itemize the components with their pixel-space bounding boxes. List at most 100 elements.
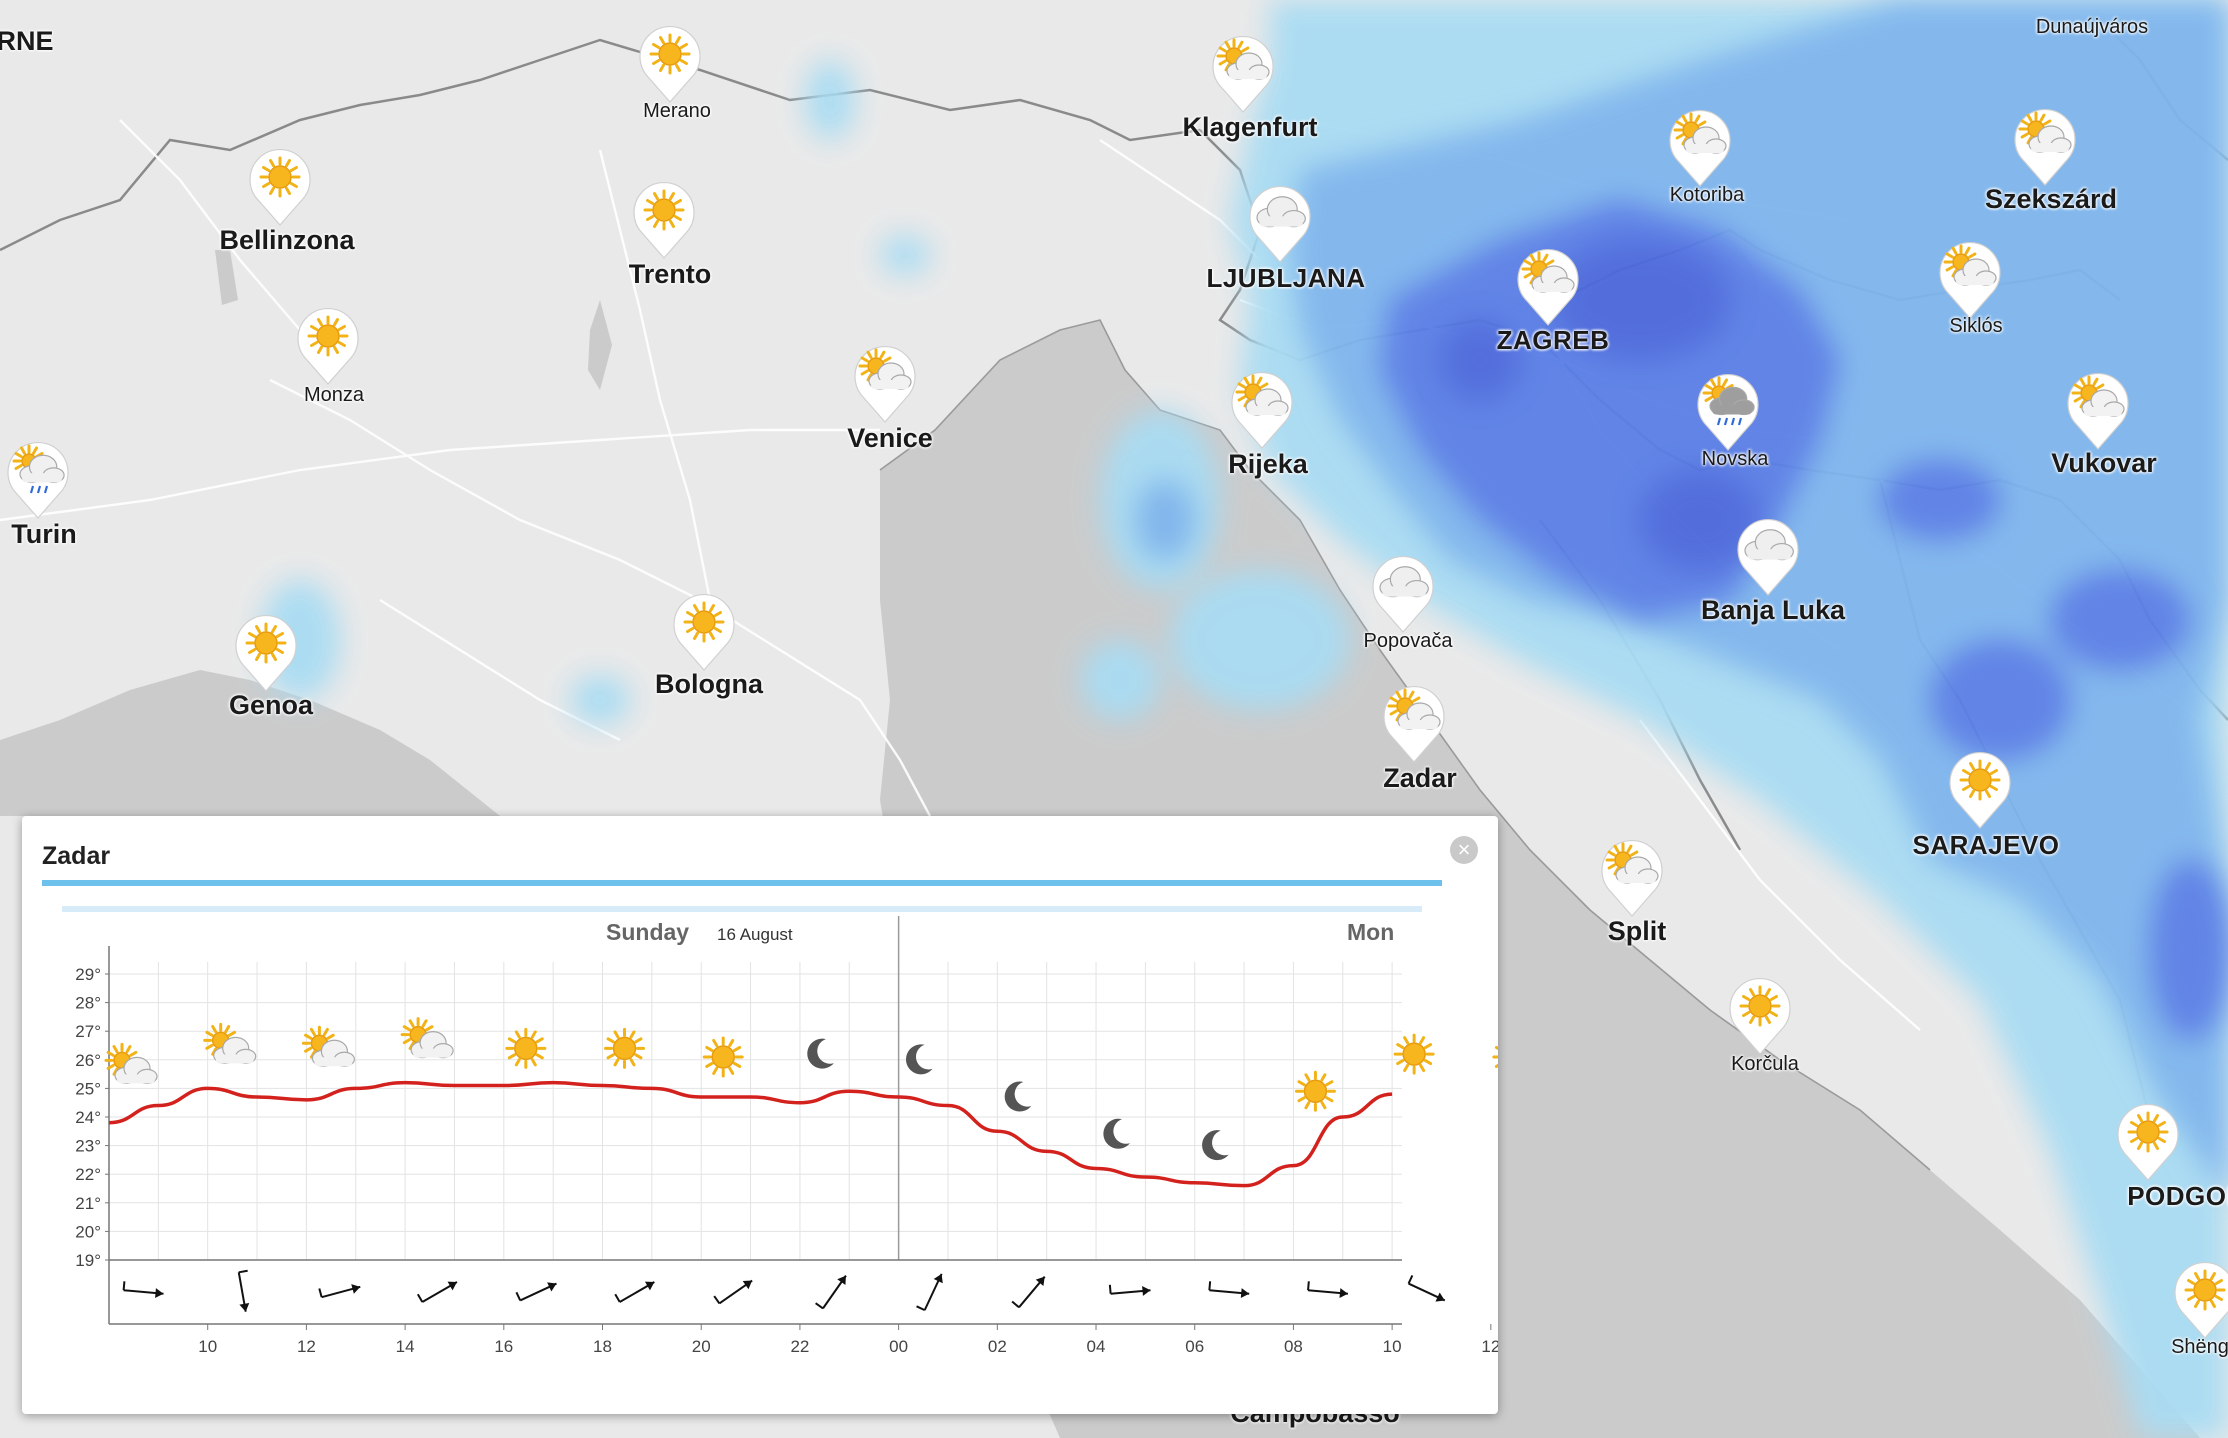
y-tick-label: 27° (75, 1022, 101, 1041)
city-marker[interactable] (1945, 746, 2015, 832)
city-label[interactable]: LJUBLJANA (1206, 263, 1366, 293)
sun-icon (673, 593, 735, 671)
city-marker[interactable] (1245, 180, 1315, 266)
city-marker[interactable] (245, 143, 315, 229)
close-button[interactable]: × (1450, 836, 1478, 864)
popup-city-title: Zadar (42, 842, 111, 870)
partly-cloudy-icon (1601, 839, 1663, 917)
city-label[interactable]: Bologna (655, 669, 763, 699)
y-tick-label: 28° (75, 994, 101, 1013)
city-label[interactable]: SARAJEVO (1912, 830, 2060, 860)
city-marker[interactable] (2010, 103, 2080, 189)
moon-icon (807, 1038, 834, 1069)
city-label[interactable]: Klagenfurt (1182, 112, 1318, 142)
city-marker[interactable] (1513, 243, 1583, 329)
city-label[interactable]: Popovača (1363, 630, 1453, 652)
temperature-line (108, 1080, 1393, 1188)
partly-cloudy-icon (203, 1022, 257, 1064)
partly-cloudy-icon (1669, 109, 1731, 187)
city-label[interactable]: Genoa (228, 690, 314, 720)
city-marker[interactable] (1368, 550, 1438, 636)
city-label[interactable]: Vukovar (2051, 448, 2157, 478)
city-marker[interactable] (2170, 1256, 2228, 1342)
y-tick-label: 21° (75, 1194, 101, 1213)
city-label[interactable]: Turin (11, 519, 77, 549)
city-label[interactable]: Monza (303, 384, 365, 406)
city-marker[interactable] (850, 340, 920, 426)
city-marker[interactable] (1597, 834, 1667, 920)
sun-icon (505, 1027, 547, 1069)
city-label[interactable]: Rijeka (1228, 449, 1308, 479)
wind-arrow-icon (416, 1281, 458, 1303)
city-marker[interactable] (3, 436, 73, 522)
city-marker[interactable] (1725, 972, 1795, 1058)
sun-icon (1393, 1033, 1435, 1075)
popup-title-underline (42, 880, 1442, 886)
sun-icon (639, 25, 701, 103)
city-label[interactable]: Novska (1701, 448, 1769, 470)
wind-arrow-icon (713, 1279, 753, 1305)
city-marker[interactable] (231, 609, 301, 695)
x-tick-label: 00 (889, 1337, 908, 1356)
sun-icon (2174, 1261, 2228, 1339)
city-label[interactable]: Zadar (1383, 763, 1457, 793)
partly-cloudy-icon (301, 1025, 356, 1067)
city-marker[interactable] (1208, 30, 1278, 116)
wind-arrow-icon (1108, 1284, 1151, 1296)
partly-cloudy-icon (104, 1042, 158, 1084)
city-marker[interactable] (1693, 368, 1763, 454)
cloud-icon (1249, 185, 1311, 263)
city-label[interactable]: RNE (0, 26, 54, 56)
city-label[interactable]: ZAGREB (1496, 325, 1610, 355)
city-marker[interactable] (1733, 513, 1803, 599)
city-marker[interactable] (669, 588, 739, 674)
x-tick-label: 08 (1284, 1337, 1303, 1356)
city-label[interactable]: Korčula (1731, 1053, 1799, 1075)
wind-arrow-icon (318, 1284, 361, 1299)
x-tick-label: 12 (297, 1337, 316, 1356)
wind-arrow-icon (1208, 1281, 1250, 1299)
city-marker[interactable] (2063, 367, 2133, 453)
partly-cloudy-icon (1231, 371, 1293, 449)
wind-arrow-icon (1407, 1274, 1446, 1302)
x-tick-label: 10 (198, 1337, 217, 1356)
city-marker[interactable] (2113, 1098, 2183, 1184)
y-tick-label: 24° (75, 1108, 101, 1127)
city-marker[interactable] (629, 176, 699, 262)
city-label[interactable]: Bellinzona (219, 225, 355, 255)
x-tick-label: 12 (1481, 1337, 1498, 1356)
partly-cloudy-icon (1383, 685, 1445, 763)
city-label[interactable]: Venice (847, 423, 933, 453)
y-tick-label: 23° (75, 1137, 101, 1156)
moon-icon (905, 1044, 933, 1075)
sun-icon (604, 1027, 646, 1069)
rain-partly-icon (7, 441, 69, 519)
city-marker[interactable] (293, 302, 363, 388)
city-label[interactable]: Merano (643, 100, 711, 122)
sun-icon (297, 307, 359, 385)
y-tick-label: 22° (75, 1165, 101, 1184)
y-tick-label: 29° (75, 965, 101, 984)
city-marker[interactable] (1935, 236, 2005, 322)
city-label[interactable]: PODGORIC (2127, 1181, 2228, 1211)
city-label[interactable]: Shëng (2171, 1336, 2228, 1358)
x-tick-label: 20 (692, 1337, 711, 1356)
wind-arrow-icon (515, 1282, 557, 1302)
sun-icon (1949, 751, 2011, 829)
city-label[interactable]: Kotoriba (1669, 184, 1745, 206)
city-label[interactable]: Szekszárd (1984, 184, 2118, 214)
city-marker[interactable] (1665, 104, 1735, 190)
city-marker[interactable] (1227, 366, 1297, 452)
y-tick-label: 20° (75, 1222, 101, 1241)
city-label[interactable]: Split (1607, 916, 1667, 946)
city-marker[interactable] (1379, 680, 1449, 766)
city-marker[interactable] (635, 20, 705, 106)
city-label[interactable]: Dunaújváros (2035, 16, 2149, 38)
x-tick-label: 22 (790, 1337, 809, 1356)
chart-timeline-bar (62, 906, 1422, 912)
x-tick-label: 14 (396, 1337, 415, 1356)
city-label[interactable]: Trento (628, 259, 712, 289)
city-label[interactable]: Siklós (1949, 315, 2003, 337)
city-label[interactable]: Banja Luka (1700, 595, 1846, 625)
